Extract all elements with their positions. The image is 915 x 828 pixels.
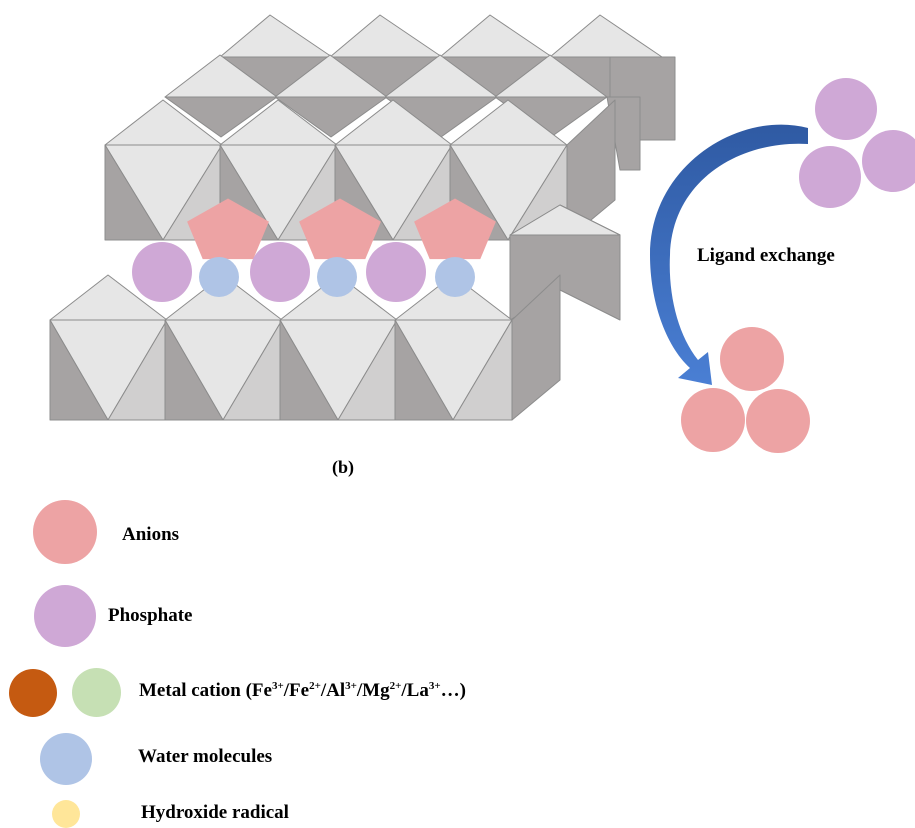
- ligand-exchange-label: Ligand exchange: [697, 245, 835, 266]
- octahedron-lower-left: [164, 319, 224, 421]
- legend-anions-label: Anions: [122, 524, 180, 545]
- octahedron-lower-left: [279, 319, 339, 421]
- ligand-exchange-group: [650, 78, 915, 453]
- released-anion: [746, 389, 810, 453]
- legend-phosphate-label: Phosphate: [108, 605, 193, 626]
- legend-water-swatch: [40, 733, 92, 785]
- panel-label: (b): [332, 457, 354, 477]
- interlayer-water: [317, 257, 357, 297]
- octahedron-mid-face: [164, 96, 278, 138]
- interlayer-phosphate: [132, 242, 192, 302]
- octahedron-back-top: [439, 14, 553, 58]
- upper-octahedral-layer-front: [104, 99, 616, 241]
- released-anion: [681, 388, 745, 452]
- octahedron-back-top: [549, 14, 663, 58]
- legend-phosphate-swatch: [34, 585, 96, 647]
- legend-hydroxide-label: Hydroxide radical: [141, 802, 289, 823]
- interlayer-water: [435, 257, 475, 297]
- legend-water-label: Water molecules: [138, 746, 273, 767]
- octahedron-back-top: [219, 14, 333, 58]
- legend-metal-cation-label: Metal cation (Fe3+/Fe2+/Al3+/Mg2+/La3+…): [139, 680, 466, 701]
- legend-metal-green-swatch: [72, 668, 121, 717]
- incoming-phosphate: [862, 130, 915, 192]
- upper-octahedral-layer-back: [164, 14, 676, 171]
- released-anion: [720, 327, 784, 391]
- interlayer-water: [199, 257, 239, 297]
- octahedron-back-top: [329, 14, 443, 58]
- legend-metal-iron-swatch: [9, 669, 57, 717]
- octahedron-lower-side: [511, 274, 561, 421]
- interlayer-anion: [414, 198, 496, 260]
- octahedron-lower-left: [394, 319, 454, 421]
- incoming-phosphate: [815, 78, 877, 140]
- interlayer-anion: [299, 198, 381, 260]
- ligand-exchange-arrow: [650, 124, 808, 385]
- octahedron-mid-face: [274, 96, 388, 138]
- interlayer-species: [132, 198, 496, 302]
- incoming-phosphate: [799, 146, 861, 208]
- legend-anion-swatch: [33, 500, 97, 564]
- octahedron-front-left: [104, 144, 164, 241]
- legend-hydroxide-swatch: [52, 800, 80, 828]
- interlayer-phosphate: [250, 242, 310, 302]
- interlayer-anion: [187, 198, 269, 260]
- interlayer-phosphate: [366, 242, 426, 302]
- octahedron-lower-back-top: [509, 204, 621, 236]
- octahedron-lower-left: [49, 319, 109, 421]
- lower-octahedral-layer: [49, 204, 621, 421]
